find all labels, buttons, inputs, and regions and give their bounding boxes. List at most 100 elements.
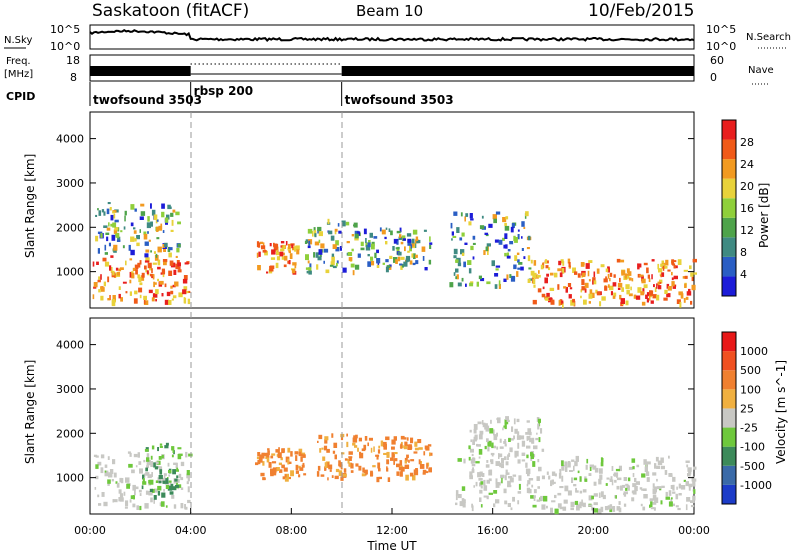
echo-cell (400, 263, 403, 270)
echo-cell (278, 462, 282, 466)
echo-cell (528, 478, 534, 481)
echo-cell (486, 425, 490, 431)
echo-cell (581, 279, 585, 286)
echo-cell (536, 499, 541, 502)
echo-cell (579, 476, 582, 482)
echo-cell (550, 507, 553, 513)
echo-cell (129, 499, 132, 503)
echo-cell (393, 460, 395, 465)
echo-cell (502, 217, 507, 223)
echo-cell (132, 267, 136, 271)
echo-cell (376, 258, 381, 264)
echo-cell (612, 282, 617, 287)
echo-cell (324, 462, 329, 468)
echo-cell (376, 249, 379, 254)
echo-cell (332, 265, 337, 269)
echo-cell (280, 457, 283, 461)
echo-cell (403, 445, 408, 450)
echo-cell (367, 242, 371, 248)
echo-cell (129, 279, 132, 284)
echo-cell (391, 452, 395, 458)
freq-trace (90, 63, 694, 76)
echo-cell (611, 466, 614, 471)
echo-cell (688, 486, 691, 491)
echo-cell (340, 476, 344, 481)
echo-cell (589, 289, 593, 295)
echo-cell (97, 208, 99, 211)
echo-cell (654, 287, 657, 292)
echo-cell (497, 482, 501, 486)
echo-cell (526, 483, 529, 487)
echo-cell (298, 474, 301, 478)
echo-cell (628, 277, 632, 281)
echo-cell (355, 434, 358, 439)
echo-cell (668, 490, 672, 496)
echo-cell (490, 452, 495, 456)
echo-cell (479, 489, 483, 494)
echo-cell (385, 227, 388, 230)
echo-cell (348, 457, 352, 461)
colorbar-tick-label: 20 (740, 180, 754, 193)
echo-cell (147, 231, 149, 234)
echo-cell (632, 466, 635, 470)
echo-cell (172, 469, 176, 475)
echo-cell (281, 256, 284, 260)
echo-cell (571, 459, 575, 462)
echo-cell (588, 293, 593, 299)
echo-cell (164, 299, 169, 305)
echo-cell (596, 268, 600, 274)
echo-cell (331, 253, 335, 257)
nsearch-tick-low: 10^0 (706, 40, 736, 53)
echo-cell (411, 238, 415, 244)
echo-cell (298, 451, 302, 455)
colorbar-tick-label: -100 (740, 441, 765, 454)
echo-cell (135, 465, 138, 468)
echo-cell (685, 481, 689, 487)
echo-cell (518, 262, 523, 265)
echo-cell (390, 457, 394, 461)
echo-cell (180, 503, 184, 509)
echo-cell (173, 462, 177, 465)
echo-cell (472, 457, 475, 460)
echo-cell (527, 471, 530, 477)
echo-cell (273, 243, 278, 248)
echo-cell (554, 494, 557, 499)
echo-cell (124, 506, 128, 509)
echo-cell (646, 477, 650, 482)
echo-cell (493, 490, 498, 494)
echo-cell (464, 242, 468, 245)
echo-cell (361, 448, 366, 452)
echo-cell (604, 506, 608, 511)
echo-cell (600, 457, 603, 464)
echo-cell (504, 225, 510, 231)
echo-cell (457, 458, 462, 462)
echo-cell (353, 435, 357, 440)
echo-cell (412, 262, 416, 266)
echo-cell (482, 422, 486, 428)
echo-cell (489, 469, 493, 476)
echo-cell (100, 233, 103, 238)
echo-cell (514, 428, 518, 434)
echo-cell (486, 243, 491, 247)
echo-cell (672, 263, 676, 266)
echo-cell (399, 471, 403, 477)
echo-cell (652, 294, 657, 299)
echo-cell (335, 468, 340, 473)
echo-cell (516, 418, 520, 423)
echo-cell (517, 500, 520, 505)
echo-cell (410, 437, 414, 444)
echo-cell (97, 231, 103, 234)
echo-cell (169, 491, 174, 495)
echo-cell (159, 466, 163, 472)
echo-cell (132, 484, 136, 491)
echo-cell (472, 242, 476, 245)
echo-cell (125, 500, 129, 507)
echo-cell (518, 475, 522, 481)
echo-cell (498, 453, 500, 459)
echo-cell (112, 211, 115, 214)
echo-cell (111, 479, 114, 482)
echo-cell (550, 299, 555, 302)
echo-cell (362, 467, 365, 473)
echo-cell (676, 486, 678, 490)
echo-cell (657, 486, 662, 489)
